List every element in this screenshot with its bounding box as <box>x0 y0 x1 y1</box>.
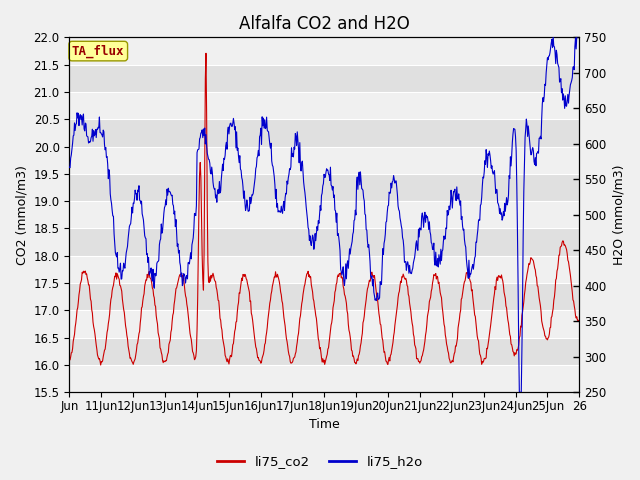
X-axis label: Time: Time <box>309 419 340 432</box>
Bar <box>69 119 579 146</box>
Legend: li75_co2, li75_h2o: li75_co2, li75_h2o <box>212 450 428 473</box>
Bar <box>69 65 579 92</box>
Y-axis label: CO2 (mmol/m3): CO2 (mmol/m3) <box>15 165 28 264</box>
Bar <box>69 174 579 201</box>
Bar <box>69 283 579 310</box>
Y-axis label: H2O (mmol/m3): H2O (mmol/m3) <box>612 165 625 265</box>
Bar <box>69 337 579 365</box>
Title: Alfalfa CO2 and H2O: Alfalfa CO2 and H2O <box>239 15 410 33</box>
Text: TA_flux: TA_flux <box>72 45 124 58</box>
Bar <box>69 228 579 256</box>
